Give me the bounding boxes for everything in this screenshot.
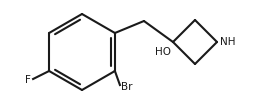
Text: NH: NH (220, 37, 235, 47)
Text: F: F (25, 75, 31, 85)
Text: Br: Br (121, 82, 132, 92)
Text: HO: HO (155, 47, 171, 57)
